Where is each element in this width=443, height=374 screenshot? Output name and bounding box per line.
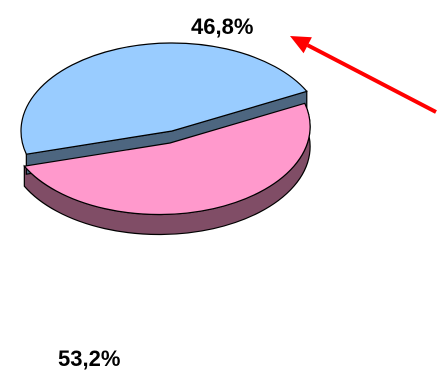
data-label-46-8: 46,8%: [191, 14, 253, 39]
slice-46-8: [20, 42, 308, 155]
annotation-arrow-shaft: [306, 43, 437, 114]
data-label-layer: 46,8% 53,2%: [58, 14, 253, 371]
slice-53-2: [23, 102, 311, 216]
data-label-53-2: 53,2%: [58, 346, 120, 371]
annotation-arrow-head: [290, 36, 312, 54]
pie-top-layer: [20, 42, 311, 216]
annotation-arrow-layer: [290, 36, 437, 114]
